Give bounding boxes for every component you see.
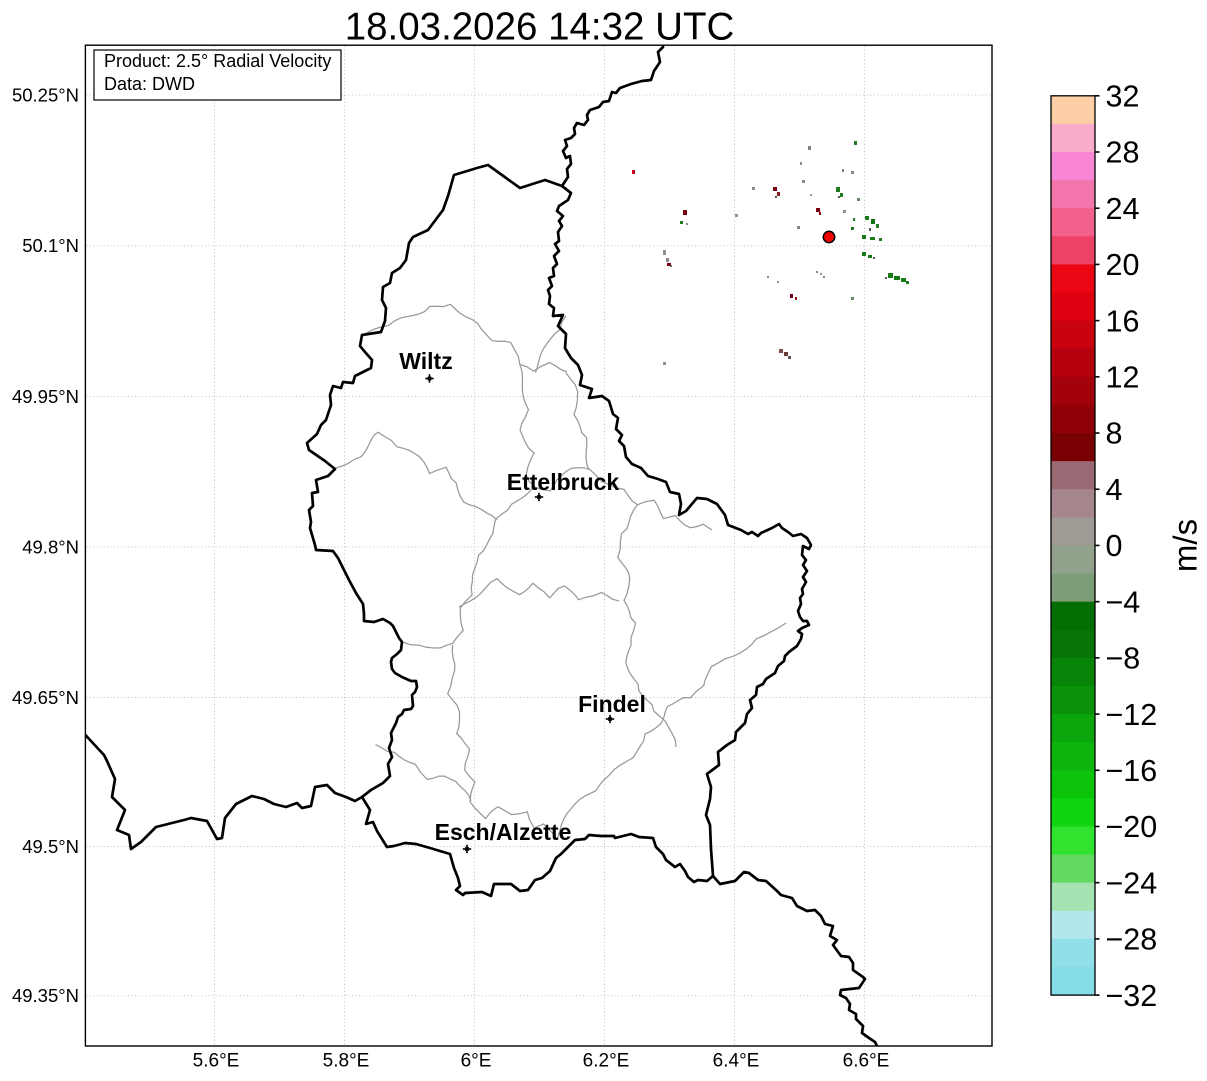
svg-text:18.03.2026 14:32 UTC: 18.03.2026 14:32 UTC xyxy=(345,6,735,49)
svg-text:5.8°E: 5.8°E xyxy=(323,1051,370,1072)
svg-text:49.35°N: 49.35°N xyxy=(12,985,79,1006)
svg-text:−12: −12 xyxy=(1106,698,1158,732)
svg-text:28: 28 xyxy=(1106,136,1140,170)
svg-text:50.1°N: 50.1°N xyxy=(22,235,79,256)
svg-text:6.2°E: 6.2°E xyxy=(583,1051,630,1072)
svg-text:50.25°N: 50.25°N xyxy=(12,84,79,105)
svg-text:32: 32 xyxy=(1106,80,1140,114)
svg-text:−32: −32 xyxy=(1106,979,1158,1013)
svg-text:−4: −4 xyxy=(1106,585,1141,619)
svg-text:−16: −16 xyxy=(1106,754,1158,788)
svg-text:49.5°N: 49.5°N xyxy=(22,836,79,857)
svg-text:Findel: Findel xyxy=(578,691,646,717)
svg-text:6.6°E: 6.6°E xyxy=(843,1051,890,1072)
svg-text:−24: −24 xyxy=(1106,866,1158,900)
svg-text:12: 12 xyxy=(1106,361,1140,395)
svg-text:Wiltz: Wiltz xyxy=(399,348,452,374)
svg-text:49.95°N: 49.95°N xyxy=(12,386,79,407)
svg-text:24: 24 xyxy=(1106,192,1140,226)
svg-text:6°E: 6°E xyxy=(461,1051,492,1072)
svg-text:Data: DWD: Data: DWD xyxy=(104,74,195,94)
svg-text:Product: 2.5° Radial Velocity: Product: 2.5° Radial Velocity xyxy=(104,51,331,71)
svg-text:−20: −20 xyxy=(1106,810,1158,844)
svg-text:0: 0 xyxy=(1106,529,1123,563)
svg-text:m/s: m/s xyxy=(1167,519,1204,572)
svg-text:6.4°E: 6.4°E xyxy=(713,1051,760,1072)
svg-text:16: 16 xyxy=(1106,304,1140,338)
svg-text:−8: −8 xyxy=(1106,642,1141,676)
svg-text:Ettelbruck: Ettelbruck xyxy=(507,469,620,495)
svg-text:5.6°E: 5.6°E xyxy=(193,1051,240,1072)
svg-text:49.8°N: 49.8°N xyxy=(22,536,79,557)
svg-text:20: 20 xyxy=(1106,248,1140,282)
svg-text:49.65°N: 49.65°N xyxy=(12,687,79,708)
svg-text:Esch/Alzette: Esch/Alzette xyxy=(435,819,572,845)
svg-text:4: 4 xyxy=(1106,473,1123,507)
svg-text:−28: −28 xyxy=(1106,923,1158,957)
svg-text:8: 8 xyxy=(1106,417,1123,451)
